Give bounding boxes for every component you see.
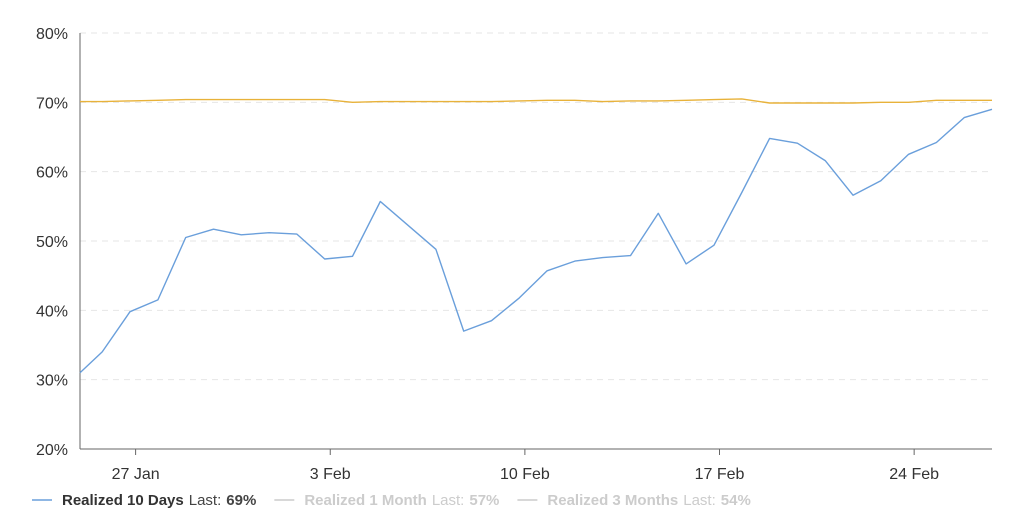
legend-item: Realized 1 Month Last: 57% bbox=[274, 492, 499, 509]
legend-last-prefix: Last: bbox=[189, 492, 222, 509]
x-tick-label: 10 Feb bbox=[500, 466, 550, 483]
y-tick-label: 60% bbox=[36, 165, 68, 182]
legend-last-value: 57% bbox=[469, 492, 499, 509]
legend-series-name: Realized 10 Days bbox=[62, 492, 184, 509]
series-lines bbox=[79, 98, 993, 374]
series-line-realized-10-days bbox=[79, 108, 993, 374]
y-tick-label: 70% bbox=[36, 95, 68, 112]
x-tick-label: 17 Feb bbox=[695, 466, 745, 483]
x-tick-label: 3 Feb bbox=[310, 466, 351, 483]
axes: 20% 30% 40% 50% 60% 70% 80% 27 Jan 3 Feb 10 Feb 17… bbox=[36, 26, 992, 483]
y-tick-label: 30% bbox=[36, 373, 68, 390]
legend: Realized 10 Days Last: 69% Realized 1 Month… bbox=[32, 492, 751, 509]
legend-last-prefix: Last: bbox=[683, 492, 716, 509]
legend-last-value: 54% bbox=[721, 492, 751, 509]
y-tick-label: 80% bbox=[36, 26, 68, 43]
legend-series-name: Realized 1 Month bbox=[304, 492, 427, 509]
legend-last-value: 69% bbox=[226, 492, 256, 509]
y-tick-label: 20% bbox=[36, 442, 68, 459]
grid bbox=[80, 32, 992, 381]
y-tick-label: 40% bbox=[36, 303, 68, 320]
series-line-series-3 bbox=[80, 98, 992, 104]
legend-series-name: Realized 3 Months bbox=[547, 492, 678, 509]
x-tick-label: 24 Feb bbox=[889, 466, 939, 483]
legend-item: Realized 3 Months Last: 54% bbox=[517, 492, 751, 509]
y-tick-label: 50% bbox=[36, 234, 68, 251]
legend-item: Realized 10 Days Last: 69% bbox=[32, 492, 256, 509]
x-tick-label: 27 Jan bbox=[112, 466, 160, 483]
legend-last-prefix: Last: bbox=[432, 492, 465, 509]
